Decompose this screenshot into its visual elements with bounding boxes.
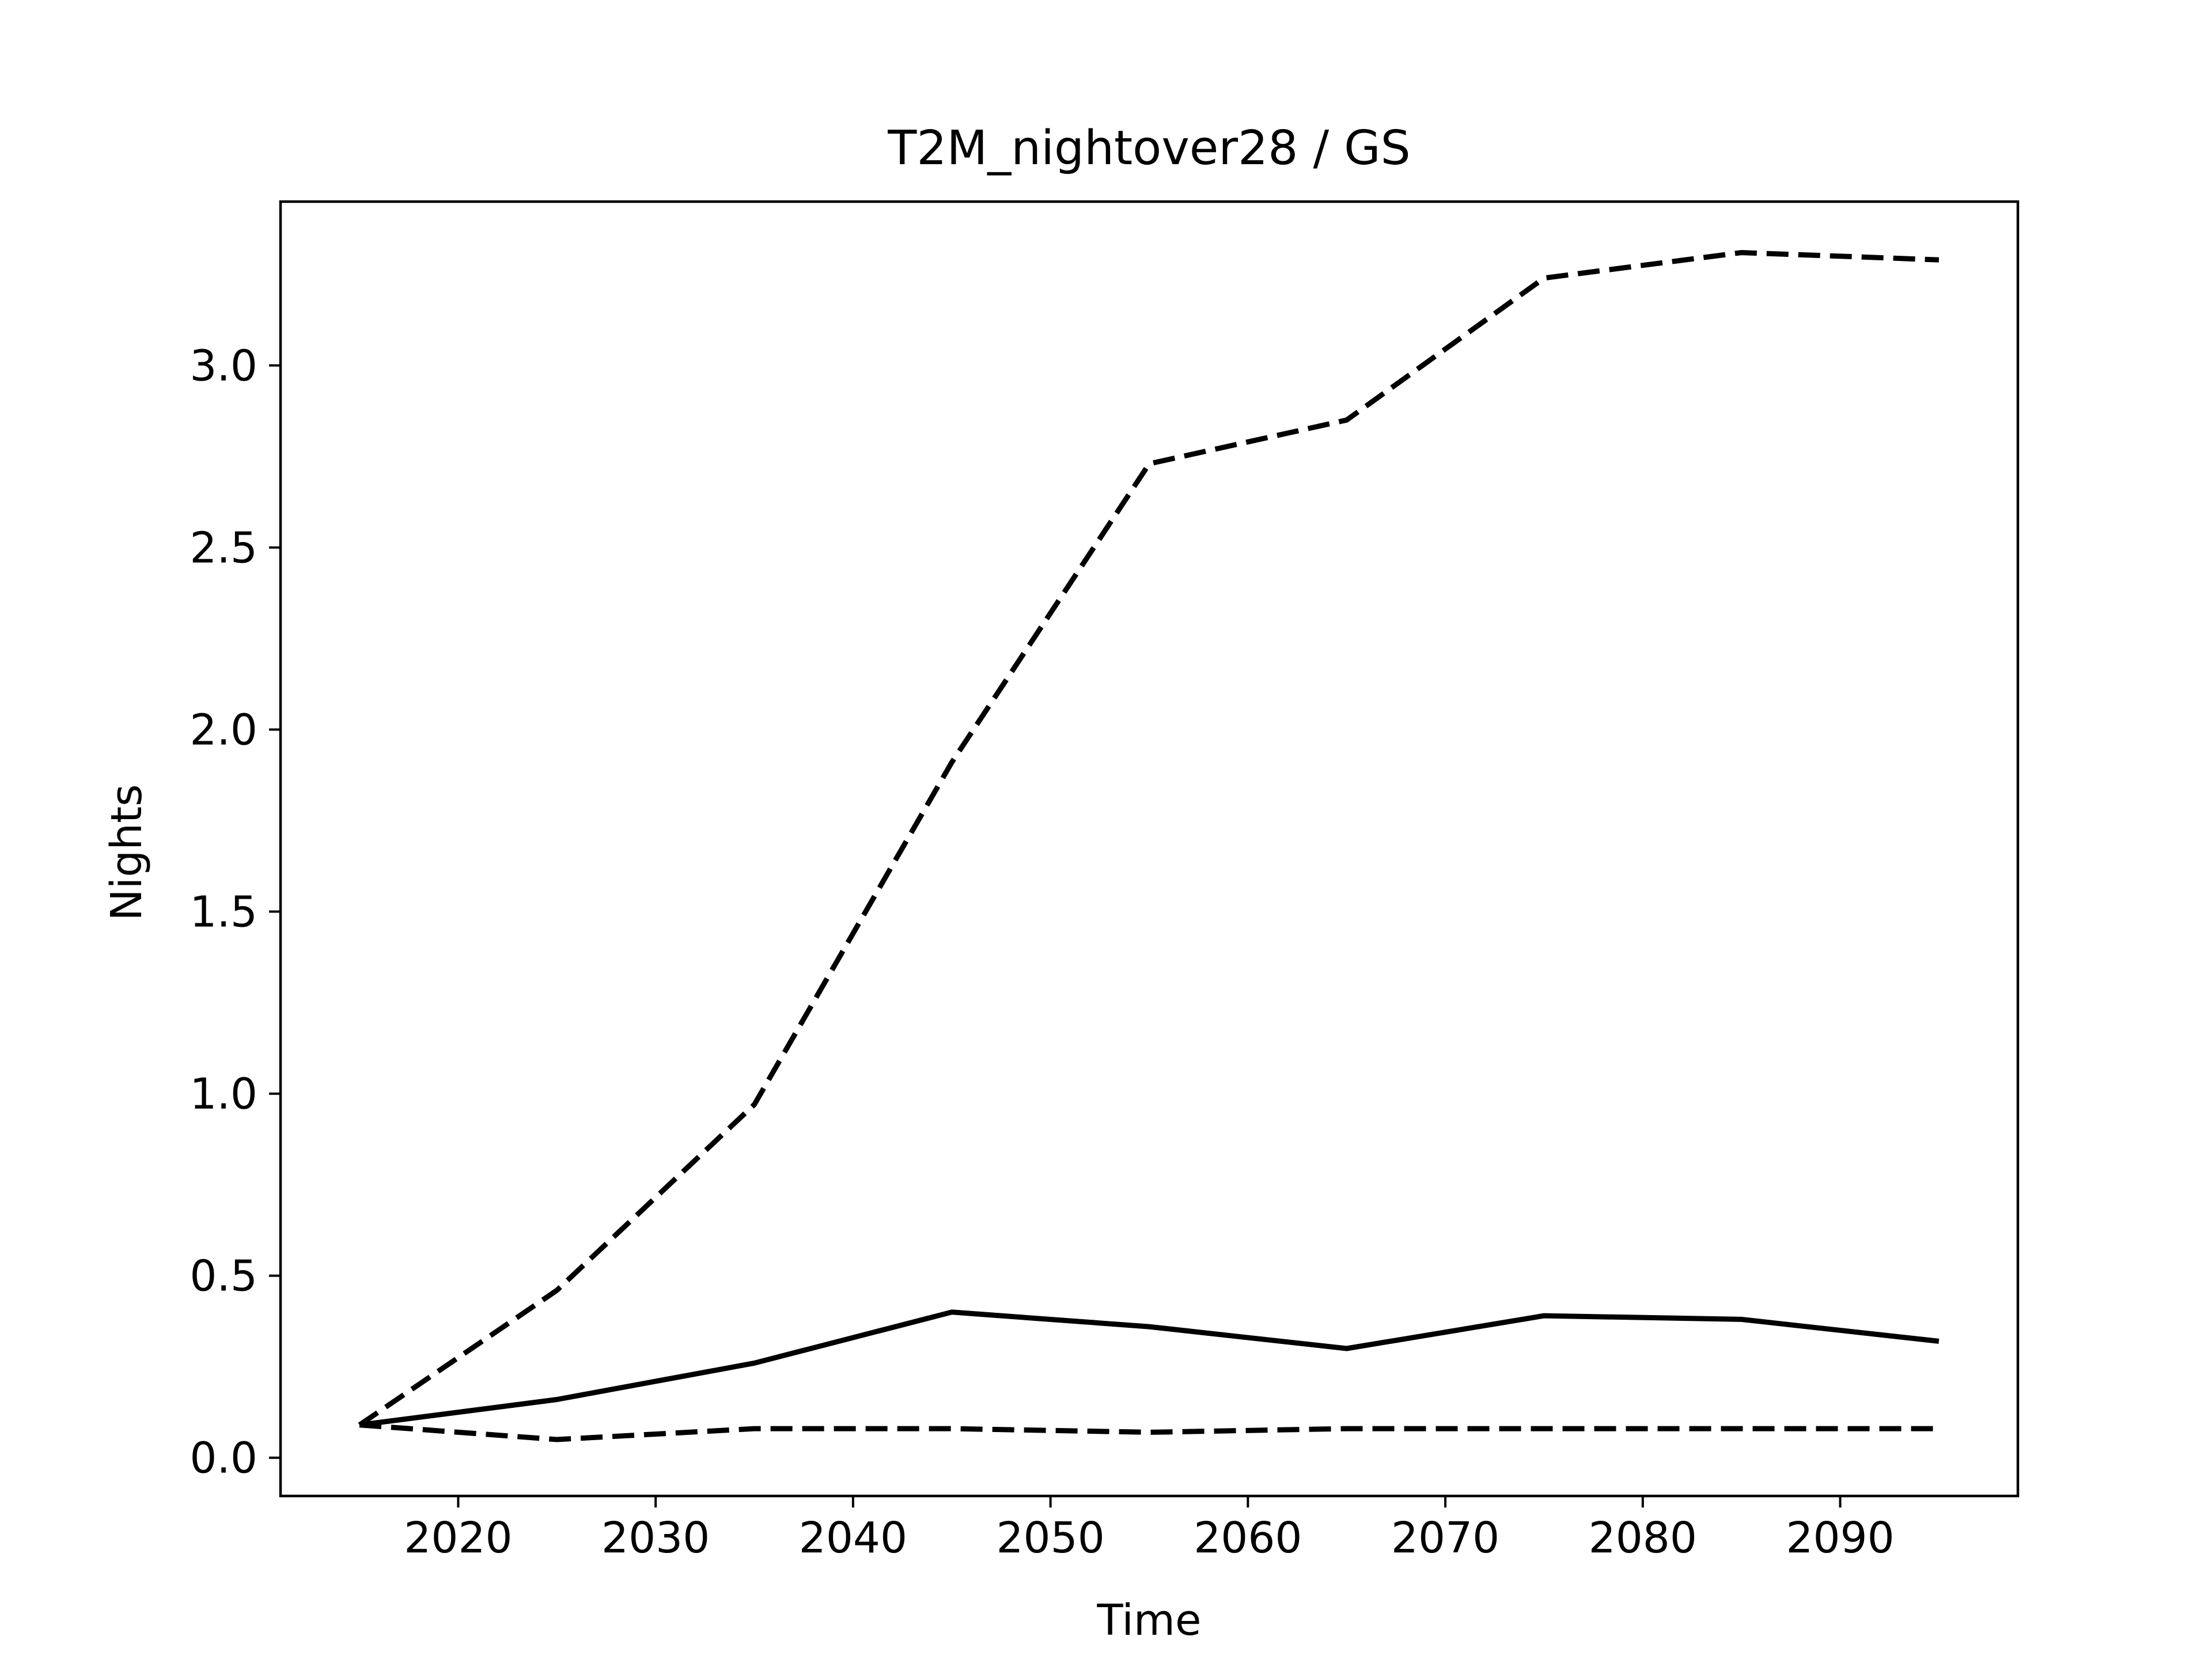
- x-tick-label: 2020: [404, 1513, 512, 1563]
- x-tick-label: 2050: [996, 1513, 1104, 1563]
- plot-area: 2020 2030 2040 2050 2060 2070 2080 2090 0.0 0.5 1.…: [190, 200, 2020, 1563]
- axes-frame: [279, 200, 2020, 1498]
- y-tick-label: 1.0: [190, 1070, 257, 1119]
- y-tick-label: 1.5: [190, 888, 257, 937]
- y-tick-label: 2.5: [190, 523, 257, 573]
- series-line-2: [359, 1309, 1940, 1428]
- x-tick-label: 2080: [1589, 1513, 1697, 1563]
- chart-title: T2M_nightover28 / GS: [887, 121, 1411, 176]
- x-tick-label: 2040: [799, 1513, 907, 1563]
- y-axis-label: Nights: [102, 784, 151, 921]
- y-tick-label: 0.5: [190, 1252, 257, 1301]
- series-line-3: [359, 1422, 1939, 1442]
- x-axis-label: Time: [1096, 1596, 1201, 1645]
- y-tick-label: 3.0: [190, 341, 257, 391]
- series-line-1: [358, 250, 1940, 1427]
- x-tick-label: 2060: [1194, 1513, 1302, 1563]
- x-tick-label: 2030: [601, 1513, 710, 1563]
- y-tick-label: 0.0: [190, 1434, 257, 1483]
- y-tick-label: 2.0: [190, 705, 257, 755]
- x-tick-label: 2090: [1786, 1513, 1894, 1563]
- x-tick-label: 2070: [1391, 1513, 1499, 1563]
